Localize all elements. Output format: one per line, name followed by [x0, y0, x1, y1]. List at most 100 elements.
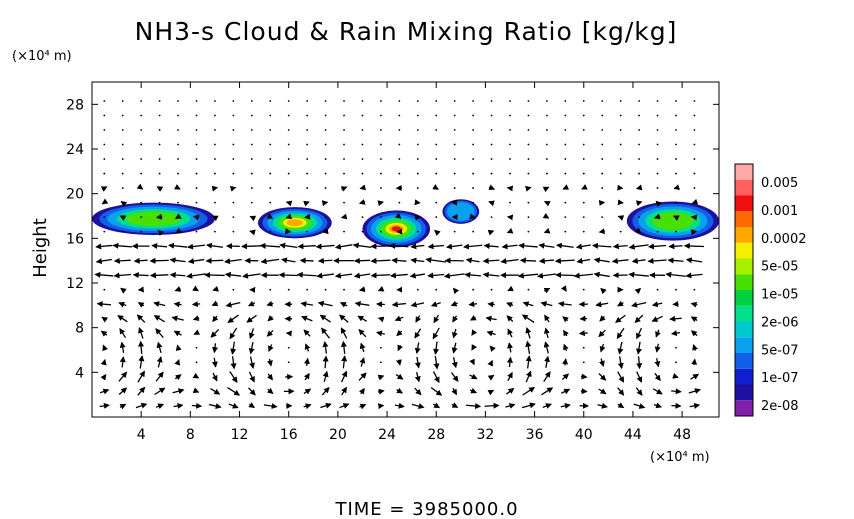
wind-vector: [149, 272, 169, 279]
wind-vector: [692, 344, 698, 351]
vector-dot: [416, 129, 419, 131]
wind-vector: [212, 285, 219, 292]
wind-vector: [156, 341, 163, 354]
wind-vector: [631, 301, 647, 308]
wind-vector: [370, 257, 391, 264]
wind-vector: [341, 355, 348, 369]
wind-vector: [522, 301, 534, 308]
wind-vector: [358, 286, 366, 293]
wind-vector: [506, 315, 514, 322]
vector-dot: [121, 129, 124, 131]
vector-dot: [232, 143, 235, 146]
wind-vector: [334, 243, 353, 250]
colorbar-label: 0.005: [761, 176, 798, 191]
wind-vector: [100, 330, 108, 337]
wind-vector: [316, 272, 334, 279]
wind-vector: [396, 387, 404, 394]
wind-vector: [299, 257, 314, 264]
vector-dot: [453, 172, 456, 175]
wind-vector: [544, 314, 550, 323]
vector-dot: [435, 288, 438, 291]
wind-vector: [628, 271, 649, 278]
wind-vector: [119, 403, 127, 410]
wind-vector: [394, 212, 402, 219]
wind-vector: [210, 388, 221, 395]
vector-dot: [324, 187, 327, 189]
wind-vector: [482, 257, 500, 264]
wind-vector: [430, 386, 443, 396]
vector-dot: [287, 114, 290, 117]
wind-vector: [598, 373, 607, 381]
wind-vector: [248, 341, 255, 355]
vector-dot: [306, 129, 309, 131]
vector-dot: [693, 288, 696, 291]
cloud-region: [91, 202, 215, 235]
vector-dot: [453, 100, 456, 102]
vector-dot: [103, 158, 106, 160]
vector-dot: [343, 230, 345, 233]
wind-vector: [414, 214, 421, 221]
wind-vector: [300, 301, 314, 308]
wind-vector: [156, 356, 163, 368]
vector-dot: [693, 172, 696, 175]
wind-vector: [593, 257, 610, 264]
wind-vector: [488, 184, 496, 191]
wind-vector: [482, 271, 500, 278]
wind-vector: [391, 301, 407, 308]
wind-vector: [359, 357, 366, 367]
vector-dot: [490, 143, 493, 146]
wind-vector: [171, 315, 184, 322]
vector-dot: [214, 100, 216, 102]
wind-vector: [397, 344, 403, 352]
vector-dot: [103, 100, 106, 102]
wind-vector: [506, 227, 514, 234]
wind-vector: [138, 355, 145, 369]
wind-vector: [617, 387, 625, 396]
wind-vector: [174, 286, 182, 292]
x-tick-label: 40: [575, 427, 593, 443]
vector-dot: [416, 143, 419, 146]
vector-dot: [453, 114, 456, 117]
wind-vector: [340, 327, 348, 339]
vector-dot: [214, 172, 216, 175]
vector-dot: [121, 172, 124, 175]
wind-vector: [414, 372, 421, 383]
wind-vector: [525, 370, 532, 383]
vector-dot: [656, 230, 659, 233]
y-tick-label: 24: [66, 142, 84, 158]
wind-vector: [543, 287, 551, 294]
wind-vector: [266, 387, 274, 395]
wind-vector: [242, 272, 261, 279]
x-tick-label: 32: [476, 427, 494, 443]
wind-vector: [451, 402, 459, 408]
cloud-contour: [652, 212, 694, 230]
wind-vector: [132, 272, 149, 279]
wind-vector: [560, 285, 567, 292]
wind-vector: [543, 371, 551, 383]
x-tick-label: 4: [137, 427, 146, 443]
wind-vector: [248, 387, 256, 396]
wind-vector: [228, 402, 239, 409]
wind-vector: [487, 374, 495, 381]
vector-dot: [177, 158, 179, 160]
vector-dot: [675, 129, 677, 131]
wind-vector: [427, 243, 444, 250]
vector-dot: [675, 230, 677, 233]
wind-vector: [358, 328, 367, 338]
vector-dot: [619, 230, 622, 233]
wind-vector: [117, 315, 128, 323]
vector-dot: [269, 187, 272, 189]
vector-dot: [472, 187, 475, 189]
wind-vector: [466, 403, 482, 409]
wind-vector: [636, 371, 643, 383]
wind-vector: [690, 330, 698, 337]
wind-vector: [555, 272, 575, 279]
wind-vector: [377, 316, 385, 323]
wind-vector: [469, 373, 478, 380]
vector-dot: [601, 114, 604, 117]
vector-dot: [287, 129, 290, 131]
wind-vector: [591, 242, 612, 249]
vector-dot: [306, 100, 309, 102]
wind-vector: [224, 258, 242, 265]
